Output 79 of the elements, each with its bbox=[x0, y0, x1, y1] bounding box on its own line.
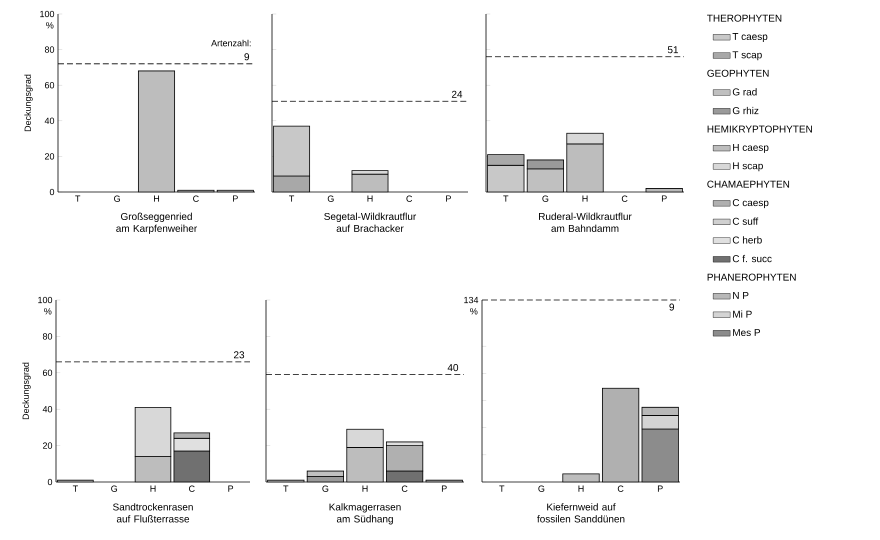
text: Sandtrockenrasen auf Flußterrasse bbox=[113, 503, 193, 522]
x-tick-label: P bbox=[442, 486, 447, 492]
legend-label: H scap bbox=[733, 162, 763, 172]
y-tick-label: 0 bbox=[50, 188, 54, 196]
legend-label: Mes P bbox=[733, 329, 760, 336]
annotation: Artenzahl: bbox=[211, 40, 251, 46]
y-tick-label: 0 bbox=[48, 478, 52, 486]
x-tick-label: C bbox=[189, 486, 195, 492]
text: THEROPHYTEN bbox=[707, 14, 782, 22]
x-tick-label: G bbox=[322, 486, 328, 492]
annotation: 9 bbox=[669, 304, 674, 311]
x-tick-label: C bbox=[406, 196, 412, 202]
x-tick-label: P bbox=[446, 196, 451, 202]
legend-label: T caesp bbox=[732, 33, 768, 42]
text: % bbox=[470, 308, 478, 314]
x-tick-label: G bbox=[111, 486, 118, 492]
text: PHANEROPHYTEN bbox=[708, 274, 796, 281]
y-axis-title: Deckungsgrad bbox=[24, 74, 33, 132]
y-tick-label: 20 bbox=[42, 442, 52, 449]
annotation: 40 bbox=[448, 364, 458, 372]
annotation: 51 bbox=[668, 46, 678, 54]
x-tick-label: T bbox=[72, 486, 78, 492]
x-tick-label: G bbox=[538, 486, 544, 492]
y-tick-label: 134 bbox=[464, 296, 478, 304]
x-tick-label: H bbox=[368, 196, 373, 202]
y-tick-label: 20 bbox=[44, 153, 54, 160]
x-tick-label: T bbox=[499, 486, 504, 492]
x-tick-label: G bbox=[114, 196, 120, 202]
x-tick-label: G bbox=[542, 196, 548, 202]
text: Großseggenried am Karpfenweiher bbox=[116, 212, 198, 234]
x-tick-label: H bbox=[582, 196, 588, 202]
annotation: 24 bbox=[452, 90, 462, 98]
text: % bbox=[44, 308, 52, 314]
x-tick-label: P bbox=[228, 486, 234, 492]
text: Ruderal-Wildkrautflur am Bahndamm bbox=[539, 212, 632, 232]
x-tick-label: G bbox=[328, 196, 334, 202]
y-tick-label: 40 bbox=[44, 118, 54, 124]
text: GEOPHYTEN bbox=[707, 70, 769, 77]
legend-label: C f. succ bbox=[732, 254, 772, 262]
legend-label: G rad bbox=[732, 88, 757, 96]
x-tick-label: T bbox=[503, 196, 508, 202]
x-tick-label: T bbox=[75, 196, 80, 202]
annotation: 23 bbox=[234, 351, 244, 358]
legend-label: C caesp bbox=[732, 199, 768, 208]
x-tick-label: C bbox=[193, 196, 199, 202]
text: HEMIKRYPTOPHYTEN bbox=[708, 126, 812, 133]
x-tick-label: P bbox=[233, 196, 238, 202]
x-tick-label: P bbox=[658, 486, 663, 492]
x-tick-label: T bbox=[289, 196, 294, 202]
y-tick-label: 80 bbox=[44, 46, 54, 53]
y-tick-label: 40 bbox=[42, 406, 52, 412]
legend-label: G rhiz bbox=[732, 106, 758, 114]
x-tick-label: H bbox=[362, 486, 368, 492]
y-tick-label: 100 bbox=[40, 10, 54, 18]
text: Kalkmagerrasen am Südhang bbox=[330, 503, 401, 524]
legend-label: Mi P bbox=[733, 310, 752, 318]
annotation: 9 bbox=[244, 53, 250, 60]
text: CHAMAEPHYTEN bbox=[707, 180, 790, 188]
legend-label: N P bbox=[733, 292, 748, 299]
text: % bbox=[46, 22, 54, 28]
y-tick-label: 60 bbox=[42, 370, 52, 376]
legend-label: C suff bbox=[732, 218, 758, 225]
legend-label: H caesp bbox=[733, 144, 768, 153]
x-tick-label: H bbox=[154, 196, 160, 202]
legend-label: T scap bbox=[732, 51, 762, 60]
x-tick-label: H bbox=[150, 486, 156, 492]
text: Segetal-Wildkrautflur auf Brachacker bbox=[324, 212, 416, 232]
x-tick-label: P bbox=[662, 196, 667, 202]
y-tick-label: 60 bbox=[44, 82, 54, 88]
legend-label: C herb bbox=[732, 236, 762, 244]
x-tick-label: C bbox=[402, 486, 408, 492]
text: Kiefernweid auf fossilen Sanddünen bbox=[537, 503, 624, 522]
x-tick-label: C bbox=[618, 486, 624, 492]
y-axis-title: Deckungsgrad bbox=[22, 362, 31, 420]
x-tick-label: H bbox=[578, 486, 584, 492]
y-tick-label: 100 bbox=[38, 296, 52, 304]
y-tick-label: 80 bbox=[42, 333, 52, 340]
x-tick-label: C bbox=[622, 196, 628, 202]
x-tick-label: T bbox=[283, 486, 288, 492]
